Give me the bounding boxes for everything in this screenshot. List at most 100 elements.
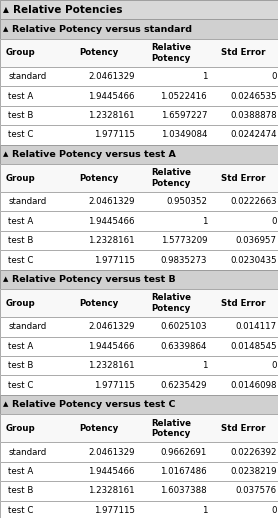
Bar [0, 395, 278, 414]
Bar [0, 250, 278, 270]
Text: 0.9662691: 0.9662691 [161, 448, 207, 456]
Bar [0, 231, 278, 250]
Text: 0.036957: 0.036957 [236, 236, 277, 245]
Bar [0, 376, 278, 395]
Bar [0, 0, 278, 19]
Text: 0.0238219: 0.0238219 [230, 467, 277, 476]
Text: 0: 0 [271, 506, 277, 515]
Bar [0, 125, 278, 145]
Text: test A: test A [8, 467, 34, 476]
Text: 0.0246535: 0.0246535 [230, 92, 277, 100]
Text: ▲: ▲ [3, 401, 8, 408]
Text: Std Error: Std Error [221, 174, 265, 182]
Text: Potency: Potency [79, 299, 118, 308]
Text: test A: test A [8, 217, 34, 226]
Bar [0, 376, 278, 395]
Text: 1.2328161: 1.2328161 [88, 236, 135, 245]
Text: 0.014117: 0.014117 [235, 322, 277, 332]
Bar [0, 289, 278, 317]
Text: Potency: Potency [79, 424, 118, 433]
Text: test C: test C [8, 381, 34, 390]
Bar [0, 145, 278, 164]
Bar [0, 270, 278, 289]
Text: test B: test B [8, 111, 34, 120]
Bar [0, 211, 278, 231]
Bar [0, 211, 278, 231]
Text: 0.0230435: 0.0230435 [230, 255, 277, 265]
Bar [0, 481, 278, 500]
Text: 1.2328161: 1.2328161 [88, 111, 135, 120]
Text: 0.0388878: 0.0388878 [230, 111, 277, 120]
Text: Potency: Potency [79, 48, 118, 57]
Bar [0, 356, 278, 376]
Bar [0, 414, 278, 442]
Text: 1.977115: 1.977115 [94, 381, 135, 390]
Text: Relative Potency versus test B: Relative Potency versus test B [12, 275, 175, 284]
Text: standard: standard [8, 72, 47, 81]
Text: test A: test A [8, 92, 34, 100]
Text: Relative Potency versus test C: Relative Potency versus test C [12, 400, 175, 409]
Bar [0, 500, 278, 518]
Bar [0, 270, 278, 289]
Text: 1.977115: 1.977115 [94, 506, 135, 515]
Bar [0, 106, 278, 125]
Text: 0: 0 [271, 217, 277, 226]
Text: standard: standard [8, 322, 47, 332]
Text: 1: 1 [202, 361, 207, 370]
Bar [0, 442, 278, 462]
Text: Std Error: Std Error [221, 299, 265, 308]
Bar [0, 337, 278, 356]
Bar [0, 414, 278, 442]
Text: 1.0167486: 1.0167486 [160, 467, 207, 476]
Text: ▲: ▲ [3, 26, 8, 32]
Bar [0, 317, 278, 337]
Bar [0, 39, 278, 67]
Text: Relative
Potency: Relative Potency [151, 168, 191, 188]
Text: 1.977115: 1.977115 [94, 131, 135, 139]
Bar [0, 192, 278, 211]
Bar [0, 145, 278, 164]
Bar [0, 87, 278, 106]
Text: 0.0242474: 0.0242474 [230, 131, 277, 139]
Text: test B: test B [8, 361, 34, 370]
Text: Relative
Potency: Relative Potency [151, 419, 191, 438]
Text: Std Error: Std Error [221, 48, 265, 57]
Bar [0, 395, 278, 414]
Bar [0, 67, 278, 87]
Text: 2.0461329: 2.0461329 [88, 322, 135, 332]
Text: Relative Potency versus test A: Relative Potency versus test A [12, 150, 175, 159]
Bar [0, 125, 278, 145]
Text: test A: test A [8, 342, 34, 351]
Text: Relative
Potency: Relative Potency [151, 294, 191, 313]
Text: standard: standard [8, 448, 47, 456]
Text: 1.6597227: 1.6597227 [161, 111, 207, 120]
Text: test C: test C [8, 506, 34, 515]
Text: test C: test C [8, 255, 34, 265]
Bar [0, 317, 278, 337]
Bar [0, 356, 278, 376]
Bar [0, 19, 278, 39]
Text: test B: test B [8, 236, 34, 245]
Bar [0, 500, 278, 518]
Text: 0.037576: 0.037576 [235, 486, 277, 495]
Text: 0.0222663: 0.0222663 [230, 197, 277, 206]
Text: standard: standard [8, 197, 47, 206]
Bar [0, 87, 278, 106]
Text: 0.6235429: 0.6235429 [161, 381, 207, 390]
Text: Potency: Potency [79, 174, 118, 182]
Bar [0, 231, 278, 250]
Text: ▲: ▲ [3, 277, 8, 282]
Text: Group: Group [6, 48, 35, 57]
Text: 1.0522416: 1.0522416 [160, 92, 207, 100]
Text: 1.9445466: 1.9445466 [88, 92, 135, 100]
Text: Group: Group [6, 424, 35, 433]
Bar [0, 0, 278, 19]
Text: 0.6339864: 0.6339864 [161, 342, 207, 351]
Text: 1.9445466: 1.9445466 [88, 467, 135, 476]
Text: ▲: ▲ [3, 5, 9, 14]
Bar [0, 164, 278, 192]
Text: 2.0461329: 2.0461329 [88, 72, 135, 81]
Bar [0, 39, 278, 67]
Text: test C: test C [8, 131, 34, 139]
Bar [0, 164, 278, 192]
